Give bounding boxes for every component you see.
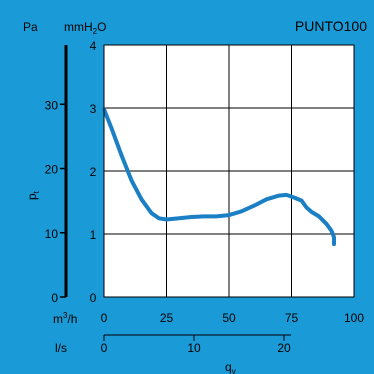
y-tick-pa: 30 (45, 98, 59, 112)
y-axis-label: pt (25, 190, 41, 200)
x-tick-m3h: 50 (222, 311, 236, 325)
y-tick-mmh2o: 2 (90, 165, 97, 179)
unit-mmh2o: mmH2O (64, 20, 106, 36)
x-tick-m3h: 75 (285, 311, 299, 325)
x-tick-ls: 20 (277, 341, 291, 355)
plot-frame (103, 44, 355, 298)
y-tick-mmh2o: 1 (90, 228, 97, 242)
y-tick-mmh2o: 0 (90, 291, 97, 305)
mmh2o-axis: 0 1 2 3 4 (90, 39, 97, 305)
x-axis-ls: 0 10 20 (101, 335, 291, 355)
chart-title: PUNTO100 (295, 18, 367, 34)
unit-ls: l/s (55, 341, 67, 355)
y-tick-mmh2o: 3 (90, 102, 97, 116)
x-axis-label: qv (225, 360, 236, 374)
y-tick-pa: 20 (45, 163, 59, 177)
unit-m3h: m3/h (53, 311, 77, 326)
x-axis-m3h: 0 25 50 75 100 (101, 311, 365, 325)
y-tick-pa: 0 (51, 291, 58, 305)
pa-axis: 0 10 20 30 (45, 98, 66, 305)
x-tick-ls: 0 (101, 341, 108, 355)
x-tick-ls: 10 (187, 341, 201, 355)
x-tick-m3h: 100 (344, 311, 364, 325)
y-tick-mmh2o: 4 (90, 39, 97, 53)
x-tick-m3h: 25 (160, 311, 174, 325)
series-layer (102, 107, 336, 247)
x-tick-m3h: 0 (101, 311, 108, 325)
series-line (102, 107, 336, 247)
unit-pa: Pa (23, 20, 38, 34)
y-tick-pa: 10 (45, 227, 59, 241)
